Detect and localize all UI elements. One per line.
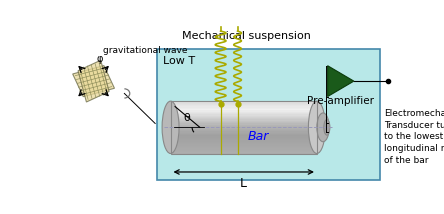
Bar [170,152,317,154]
Bar [170,113,317,115]
Text: φ: φ [97,54,103,64]
Bar [170,135,317,137]
Bar [170,127,317,129]
Bar [170,148,317,150]
Bar [170,143,317,145]
Ellipse shape [162,101,179,153]
Bar [170,118,317,120]
Bar [170,140,317,142]
Text: θ: θ [183,113,190,123]
Bar [170,139,317,141]
Text: L: L [240,177,247,190]
Ellipse shape [309,101,325,153]
Text: gravitational wave: gravitational wave [103,46,187,55]
Bar [170,147,317,149]
Bar [170,117,317,119]
Bar [170,151,317,153]
Bar [170,101,317,153]
Bar [170,123,317,125]
Polygon shape [328,66,354,97]
Bar [170,150,317,151]
Bar [170,125,317,126]
Bar [170,129,317,130]
Ellipse shape [317,113,329,142]
Bar [170,103,317,104]
FancyBboxPatch shape [157,49,380,180]
Bar [170,116,317,117]
Bar [170,137,317,138]
Text: Mechanical suspension: Mechanical suspension [182,31,310,41]
Bar [170,126,317,128]
Bar [170,131,317,133]
Bar [170,109,317,111]
Bar [170,105,317,107]
Bar [170,146,317,147]
Bar [170,108,317,109]
Bar [170,112,317,113]
Bar [170,106,317,108]
Bar [170,104,317,106]
Bar [170,142,317,143]
Bar [170,121,317,122]
Bar [170,110,317,112]
Bar [170,122,317,124]
Bar [170,132,317,134]
Text: Electromechanical
Transducer tuned
to the lowest
longitudinal mode
of the bar: Electromechanical Transducer tuned to th… [384,109,444,165]
Text: Pre-amplifier: Pre-amplifier [307,96,374,106]
Bar [170,114,317,116]
Bar [170,119,317,121]
Polygon shape [78,60,109,102]
Ellipse shape [324,119,330,135]
Bar [170,138,317,140]
Bar [170,144,317,146]
Text: Low T: Low T [163,56,195,66]
Text: Bar: Bar [248,130,269,143]
Bar [170,101,317,103]
Polygon shape [73,66,115,97]
Bar [170,130,317,132]
Bar [170,134,317,135]
